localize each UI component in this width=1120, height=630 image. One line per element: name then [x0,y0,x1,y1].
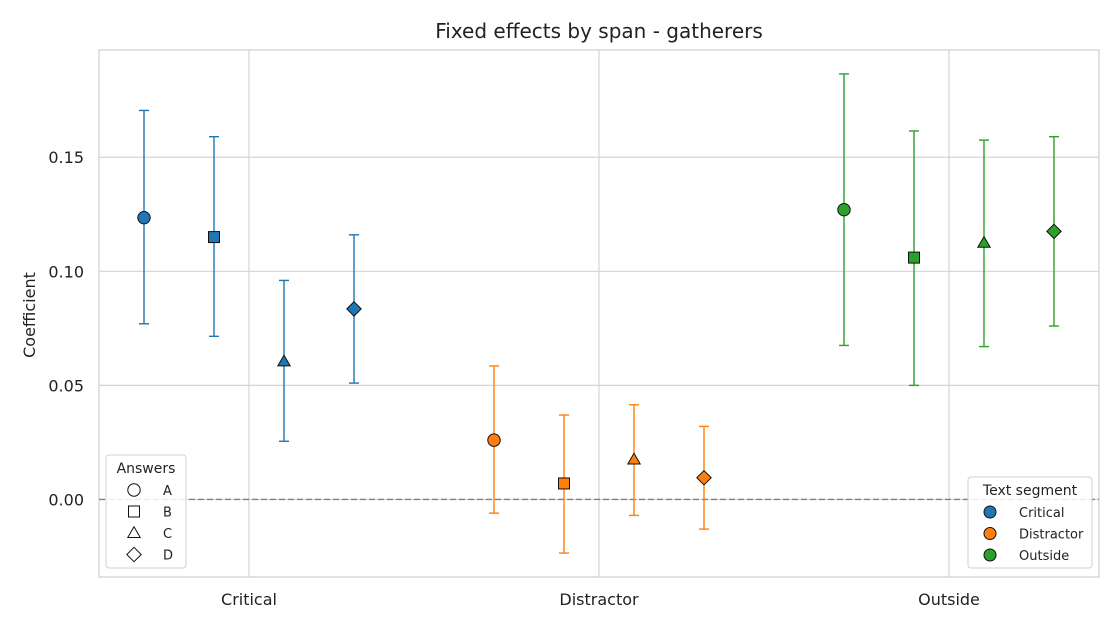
y-tick-label: 0.15 [48,148,84,167]
y-tick-label: 0.10 [48,262,84,281]
legend-marker-triangle [126,525,142,538]
series-critical [137,109,362,442]
point-distractor-c [626,452,642,465]
plot-frame [98,49,1100,578]
legend-segment-label: Distractor [1019,528,1084,543]
legend-text-segment: Text segment Critical Distractor Outside [967,476,1093,569]
point-distractor-a [487,433,501,447]
grid-lines [98,49,1100,578]
x-tick-label: Distractor [559,590,639,609]
x-axis-ticks: Critical Distractor Outside [221,590,980,609]
legend-answer-label: D [163,549,173,564]
point-outside-d [1046,223,1062,240]
legend-swatch-distractor [983,527,997,540]
x-tick-label: Critical [221,590,277,609]
point-distractor-d [696,469,712,486]
series-outside [837,73,1062,387]
x-tick-label: Outside [918,590,980,609]
y-axis-ticks: 0.00 0.05 0.10 0.15 [48,148,84,509]
legend-answers-title: Answers [117,461,176,477]
legend-marker-square [128,505,140,518]
legend-marker-circle [127,483,141,497]
legend-answers-box [105,454,187,569]
legend-swatch-critical [983,505,997,519]
point-distractor-b [558,477,570,490]
point-outside-c [976,235,992,248]
legend-segment-label: Critical [1019,506,1064,521]
series-distractor [487,365,712,554]
legend-answer-label: B [163,506,172,521]
legend-segments-title: Text segment [982,483,1078,499]
point-critical-a [137,210,151,225]
chart-title: Fixed effects by span - gatherers [435,19,763,43]
y-axis-label: Coefficient [20,272,39,358]
legend-marker-diamond [126,546,142,563]
error-bar-points [137,73,1062,554]
y-tick-label: 0.05 [48,376,84,395]
point-outside-a [837,202,851,217]
y-tick-label: 0.00 [48,490,84,509]
legend-segment-label: Outside [1019,549,1069,564]
legend-swatch-outside [983,548,997,562]
legend-answer-label: A [163,484,172,499]
legend-answer-label: C [163,527,172,542]
point-critical-d [346,301,362,317]
point-critical-c [276,354,292,367]
point-critical-b [208,231,220,244]
point-outside-b [908,251,920,264]
legend-segments-box [967,476,1093,569]
